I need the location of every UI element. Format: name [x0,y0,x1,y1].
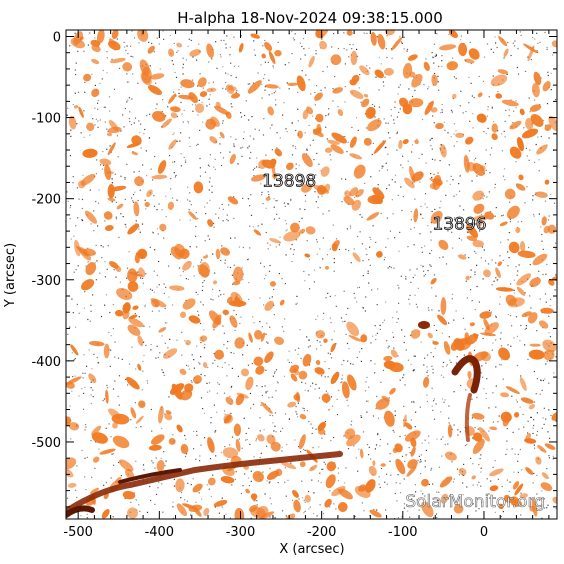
y-tick-label: 0 [53,30,61,45]
filament-arc-right [451,355,481,394]
y-axis: 0 -100 -200 -300 -400 -500 [31,30,557,508]
x-tick-label: -100 [388,525,418,540]
y-tick-label: -100 [31,112,61,127]
plot-frame [65,29,558,520]
y-tick-label: -200 [31,193,61,208]
x-axis: -500 -400 -300 -200 -100 0 [63,30,550,540]
filament-knot [418,321,430,329]
active-region-labels: 13898 13896 [262,171,487,235]
filaments [66,321,481,518]
x-axis-label: X (arcsec) [279,542,344,557]
watermark: SolarMonitor.org [405,492,545,512]
filament-arc-right-tail [464,393,472,442]
y-axis-label: Y (arcsec) [3,243,18,308]
filament-bottom-left-corner [66,505,95,518]
plage-patches [66,30,557,519]
solar-disk-image: 13898 13896 SolarMonitor.org [66,30,557,519]
x-tick-label: -400 [145,525,175,540]
filament-lower-left-core [118,468,182,484]
y-tick-label: -400 [31,355,61,370]
x-tick-label: 0 [480,525,488,540]
y-tick-label: -500 [31,436,61,451]
x-tick-label: -200 [307,525,337,540]
filament-lower-left [66,451,343,513]
figure-title: H-alpha 18-Nov-2024 09:38:15.000 [177,9,443,27]
region-label: 13898 [262,172,316,192]
region-label: 13896 [433,215,487,235]
x-tick-label: -300 [226,525,256,540]
x-tick-label: -500 [63,525,93,540]
y-tick-label: -300 [31,274,61,289]
